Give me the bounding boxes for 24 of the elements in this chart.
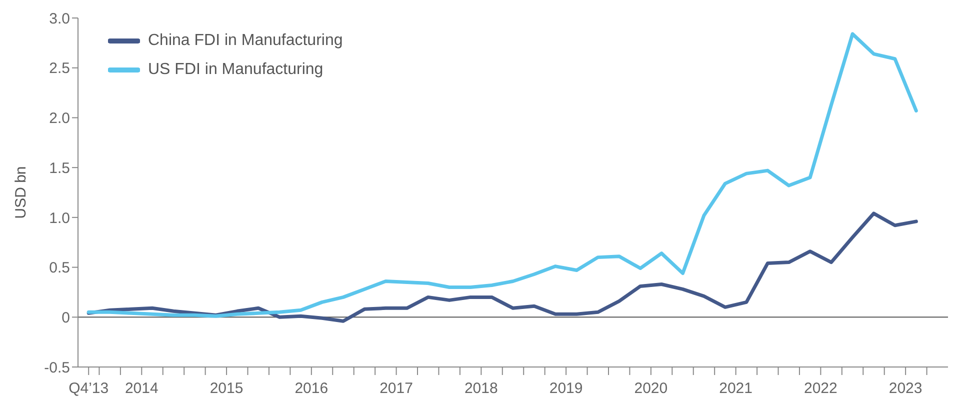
- y-tick-label: 1.0: [49, 210, 70, 227]
- x-tick-label: 2018: [464, 380, 498, 397]
- x-tick-label: 2020: [634, 380, 668, 397]
- y-tick-label: 0.5: [49, 260, 70, 277]
- x-tick-label: 2021: [719, 380, 752, 397]
- line-series: [86, 212, 918, 323]
- y-tick-label: 3.0: [49, 10, 70, 28]
- legend-label: US FDI in Manufacturing: [148, 60, 324, 78]
- y-axis-title: USD bn: [12, 166, 30, 219]
- y-tick-label: -0.5: [44, 359, 70, 376]
- y-tick-label: 2.5: [49, 60, 70, 78]
- x-tick-label: Q4’13: [68, 380, 109, 397]
- x-tick-label: 2017: [380, 380, 413, 397]
- x-tick-label: 2019: [549, 380, 583, 397]
- legend-label: China FDI in Manufacturing: [148, 32, 343, 50]
- x-tick-label: 2016: [294, 380, 328, 397]
- y-tick-label: 2.0: [49, 110, 70, 128]
- x-tick-label: 2022: [804, 380, 838, 397]
- x-tick-label: 2014: [124, 380, 158, 397]
- x-tick-label: 2015: [210, 380, 244, 397]
- x-tick-label: 2023: [888, 380, 922, 397]
- y-tick-label: 0: [62, 309, 70, 326]
- y-tick-label: 1.5: [49, 160, 70, 177]
- line-series: [86, 32, 918, 318]
